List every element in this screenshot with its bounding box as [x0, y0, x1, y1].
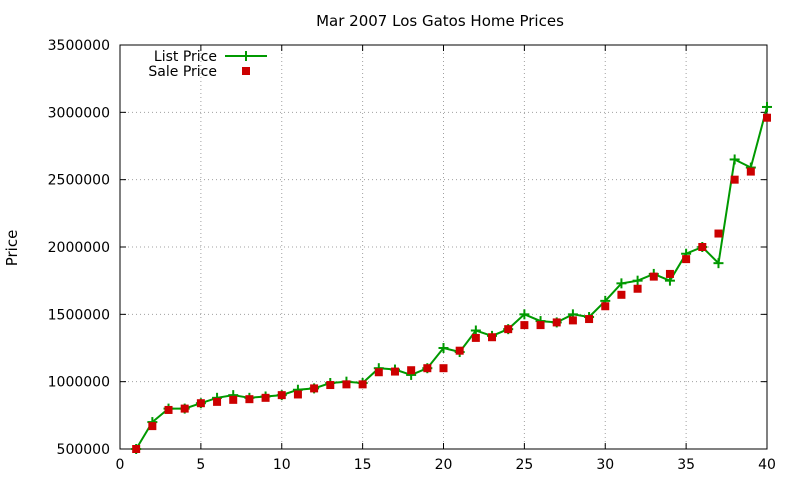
- legend-label-sale-price: Sale Price: [148, 64, 217, 80]
- sale-price-point: [633, 284, 642, 293]
- list-price-point: [762, 101, 772, 112]
- sale-price-point: [390, 367, 399, 376]
- sale-price-point: [196, 399, 205, 408]
- y-tick-label: 1500000: [48, 307, 110, 323]
- y-tick-label: 500000: [57, 442, 110, 458]
- sale-price-point: [698, 243, 707, 251]
- sale-price-point: [326, 381, 335, 390]
- sale-price-point: [180, 404, 189, 413]
- sale-price-point: [504, 325, 513, 334]
- sale-price-point: [229, 395, 238, 404]
- y-tick-label: 2000000: [48, 240, 110, 256]
- y-tick-labels: 500000 1000000 1500000 2000000 2500000 300000…: [48, 38, 110, 458]
- sale-price-point: [277, 391, 286, 400]
- legend-marker-sale-price: [242, 67, 250, 75]
- sale-price-point: [439, 364, 448, 373]
- list-price-point: [729, 154, 740, 165]
- sale-price-point: [132, 445, 141, 453]
- sale-price-point: [536, 321, 545, 330]
- x-tick-labels: 0 5 10 15 20 25 30 35 40: [116, 457, 776, 473]
- list-price-point: [519, 309, 530, 320]
- sale-price-point: [665, 269, 674, 278]
- sale-price-point: [358, 380, 367, 389]
- sale-price-point: [520, 321, 529, 330]
- sale-price-point: [261, 393, 270, 402]
- sale-price-point: [455, 346, 464, 355]
- sale-price-point: [293, 390, 302, 399]
- x-tick-label: 5: [196, 457, 205, 473]
- legend: List Price Sale Price: [148, 49, 267, 80]
- axis-ticks: [119, 44, 768, 450]
- series-sale-price: [132, 113, 771, 453]
- sale-price-point: [407, 366, 416, 375]
- y-axis-label: Price: [3, 230, 21, 267]
- sale-price-point: [374, 368, 383, 377]
- sale-price-point: [714, 229, 723, 238]
- grid-lines: [120, 45, 767, 449]
- sale-price-point: [730, 175, 739, 184]
- sale-price-point: [471, 333, 480, 342]
- list-price-point: [632, 275, 643, 286]
- series-list-price: [131, 101, 772, 454]
- sale-price-point: [148, 422, 157, 431]
- legend-marker-list-price: [241, 51, 251, 61]
- list-price-point: [470, 325, 481, 336]
- sale-price-point: [601, 302, 610, 311]
- chart-title: Mar 2007 Los Gatos Home Prices: [316, 12, 564, 30]
- list-price-point: [616, 278, 627, 289]
- legend-label-list-price: List Price: [154, 49, 217, 65]
- list-price-point: [438, 343, 449, 353]
- sale-price-point: [746, 167, 755, 176]
- y-tick-label: 3000000: [48, 105, 110, 121]
- sale-price-point: [488, 333, 497, 342]
- x-tick-label: 10: [273, 457, 291, 473]
- x-tick-label: 40: [758, 457, 776, 473]
- sale-price-point: [342, 380, 351, 389]
- sale-price-point: [682, 255, 691, 264]
- list-price-line: [135, 106, 768, 450]
- sale-price-point: [423, 364, 432, 373]
- x-tick-label: 30: [596, 457, 614, 473]
- sale-price-point: [245, 395, 254, 404]
- x-tick-label: 15: [354, 457, 372, 473]
- x-tick-label: 0: [116, 457, 125, 473]
- sale-price-point: [164, 405, 173, 414]
- sale-price-point: [649, 272, 658, 281]
- sale-price-point: [310, 384, 319, 393]
- y-tick-label: 3500000: [48, 38, 110, 54]
- sale-price-point: [213, 397, 222, 406]
- sale-price-point: [617, 290, 626, 299]
- x-tick-label: 35: [677, 457, 695, 473]
- y-tick-label: 1000000: [48, 375, 110, 391]
- x-tick-label: 25: [515, 457, 533, 473]
- sale-price-point: [552, 318, 561, 327]
- list-price-point: [713, 258, 724, 269]
- sale-price-point: [568, 316, 577, 325]
- x-tick-label: 20: [435, 457, 453, 473]
- sale-price-point: [585, 315, 594, 324]
- y-tick-label: 2500000: [48, 173, 110, 189]
- sale-price-point: [763, 113, 771, 122]
